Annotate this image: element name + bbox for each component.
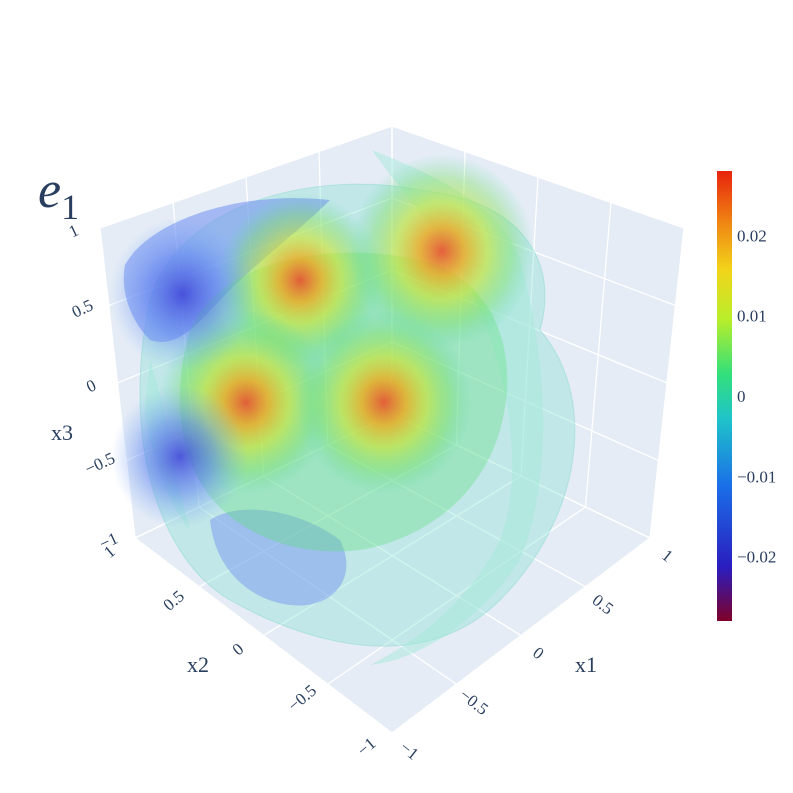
- colorbar-gradient: [717, 171, 732, 621]
- colorbar-tick-4: −0.02: [737, 548, 776, 567]
- colorbar-ticks: 0.02 0.01 0 −0.01 −0.02: [737, 226, 776, 566]
- x-axis-tick-1: −0.5: [456, 685, 492, 719]
- blob-layer: [109, 153, 535, 529]
- grid-right-v-3: [584, 202, 612, 508]
- z-axis-tick-2: 0: [83, 376, 99, 397]
- z-axis-tick-0: −1: [96, 529, 120, 554]
- x-axis-tick-3: 0.5: [589, 590, 617, 618]
- x-axis-title: x1: [575, 652, 597, 677]
- isosurface-blob-5: [111, 384, 248, 529]
- x-axis-tick-4: 1: [658, 546, 676, 566]
- chart-title: e1: [38, 162, 79, 227]
- colorbar-tick-3: −0.01: [737, 467, 776, 486]
- isosurface-blob-3: [296, 310, 472, 494]
- isosurface-blob-1: [349, 153, 535, 349]
- y-axis-tick-3: 0.5: [159, 586, 187, 614]
- colorbar-tick-2: 0: [737, 387, 746, 406]
- floor-wall: [135, 414, 650, 733]
- y-axis-tick-0: −1: [353, 734, 379, 760]
- y-axis-tick-2: 0: [229, 639, 248, 659]
- y-axis-title: x2: [187, 652, 209, 677]
- blue-shell-bottom-left: [210, 509, 347, 606]
- x-axis-tick-2: 0: [529, 643, 547, 663]
- x-axis-tick-0: −1: [396, 738, 422, 764]
- colorbar-tick-1: 0.01: [737, 307, 767, 326]
- grid-floor-b-2: [263, 475, 522, 637]
- grid-right-v-4: [649, 227, 685, 539]
- grid-floor-b-4: [391, 537, 651, 734]
- grid-floor-b-3: [327, 506, 586, 685]
- colorbar-tick-0: 0.02: [737, 226, 767, 245]
- chart-title-var: e: [38, 162, 61, 219]
- y-axis-tick-1: −0.5: [284, 681, 320, 715]
- z-axis-title: x3: [51, 420, 73, 445]
- isosurface-blob-4: [109, 217, 256, 371]
- chart-title-subscript: 1: [61, 187, 79, 227]
- colorbar: 0.02 0.01 0 −0.01 −0.02: [717, 171, 776, 621]
- z-axis-tick-3: 0.5: [69, 295, 96, 321]
